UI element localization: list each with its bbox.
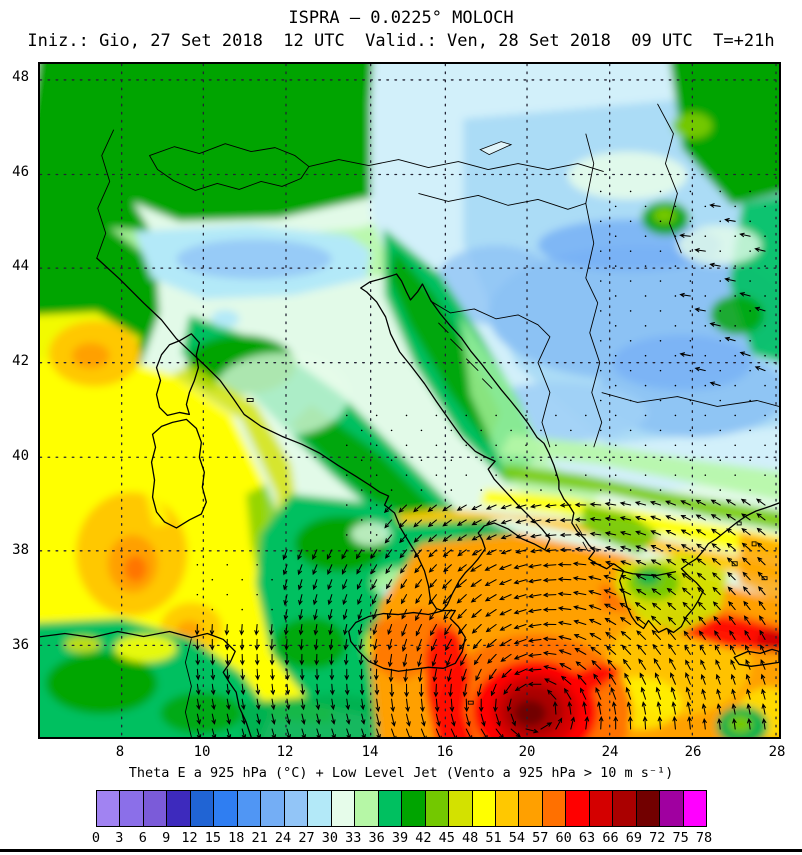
colorbar-tick-label: 66 [602,830,619,846]
colorbar-tick-label: 12 [181,830,198,846]
colorbar-cell [331,791,356,826]
colorbar [96,790,707,827]
colorbar-tick-label: 78 [695,830,713,846]
colorbar-cell [120,791,144,826]
theta-e-field [40,64,779,737]
lon-tick-label: 8 [115,744,125,760]
lat-axis: 48 46 44 42 40 38 36 [0,62,34,738]
lat-tick-label: 46 [12,164,29,180]
chart-subtitle: Iniz.: Gio, 27 Set 2018 12 UTC Valid.: V… [27,31,775,51]
wind-arrow-field [194,203,767,737]
colorbar-cell [284,791,309,826]
country-borders [96,103,779,737]
colorbar-cell [167,791,191,826]
map-frame [38,62,781,739]
colorbar-tick-label: 75 [672,830,689,846]
colorbar-cell [378,791,403,826]
lon-tick-label: 14 [361,744,379,760]
lon-axis: 8 10 12 14 16 20 24 26 28 [0,744,802,762]
graticule-grid [40,64,779,737]
colorbar-tick-label: 9 [162,830,171,846]
lon-tick-label: 26 [684,744,702,760]
colorbar-tick-label: 30 [321,830,338,846]
colorbar-cell [237,791,262,826]
colorbar-cell [566,791,590,826]
colorbar-cell [472,791,496,826]
colorbar-tick-label: 54 [508,830,526,846]
lat-tick-label: 38 [12,542,29,558]
colorbar-tick-label: 6 [138,830,147,846]
colorbar-cell [519,791,543,826]
colorbar-tick-label: 69 [625,830,642,846]
colorbar-tick-label: 48 [462,830,479,846]
colorbar-cell [308,791,332,826]
colorbar-cell [402,791,426,826]
colorbar-cell [683,791,707,826]
colorbar-cell [143,791,168,826]
lat-tick-label: 36 [12,637,29,653]
colorbar-tick-label: 51 [485,830,502,846]
lon-tick-label: 24 [601,744,619,760]
colorbar-cell [636,791,661,826]
colorbar-cell [449,791,473,826]
map-canvas [40,64,779,737]
chart-title: ISPRA – 0.0225° MOLOCH [288,8,514,28]
colorbar-tick-label: 63 [578,830,596,846]
colorbar-tick-label: 36 [368,830,385,846]
colorbar-cell [589,791,614,826]
lon-tick-label: 28 [768,744,786,760]
colorbar-tick-label: 39 [391,830,409,846]
wind-arrows [194,190,767,737]
calm-wind-dots [196,190,766,611]
lon-tick-label: 12 [276,744,294,760]
lon-tick-label: 10 [193,744,211,760]
colorbar-tick-label: 27 [298,830,315,846]
coastlines [40,257,779,737]
lon-tick-label: 16 [436,744,454,760]
colorbar-cell [495,791,520,826]
colorbar-tick-label: 24 [274,830,292,846]
colorbar-cell [261,791,285,826]
lat-tick-label: 42 [12,353,29,369]
colorbar-cell [190,791,215,826]
colorbar-cell [660,791,684,826]
colorbar-cell [425,791,450,826]
colorbar-cell [355,791,379,826]
colorbar-cell [214,791,238,826]
bottom-rule [0,849,802,852]
colorbar-cell [542,791,567,826]
colorbar-tick-label: 72 [649,830,666,846]
colorbar-tick-label: 45 [438,830,455,846]
colorbar-tick-label: 42 [415,830,432,846]
colorbar-tick-label: 21 [251,830,268,846]
colorbar-cell [613,791,637,826]
colorbar-tick-label: 18 [228,830,245,846]
colorbar-tick-label: 33 [345,830,362,846]
colorbar-tick-label: 15 [204,830,222,846]
colorbar-tick-label: 3 [115,830,124,846]
colorbar-title: Theta E a 925 hPa (°C) + Low Level Jet (… [128,765,674,781]
colorbar-cell [97,791,121,826]
lat-tick-label: 48 [12,69,29,85]
lat-tick-label: 44 [12,258,29,274]
lat-tick-label: 40 [12,448,29,464]
colorbar-tick-label: 60 [555,830,572,846]
lon-tick-label: 20 [518,744,536,760]
colorbar-tick-label: 0 [91,830,101,846]
colorbar-tick-label: 57 [532,830,549,846]
colorbar-tick-labels: 0 3 6 9 12 15 18 21 24 27 30 33 36 39 42 45 48 51 54 57 60 63… [92,830,712,846]
lake-balaton [479,141,513,156]
